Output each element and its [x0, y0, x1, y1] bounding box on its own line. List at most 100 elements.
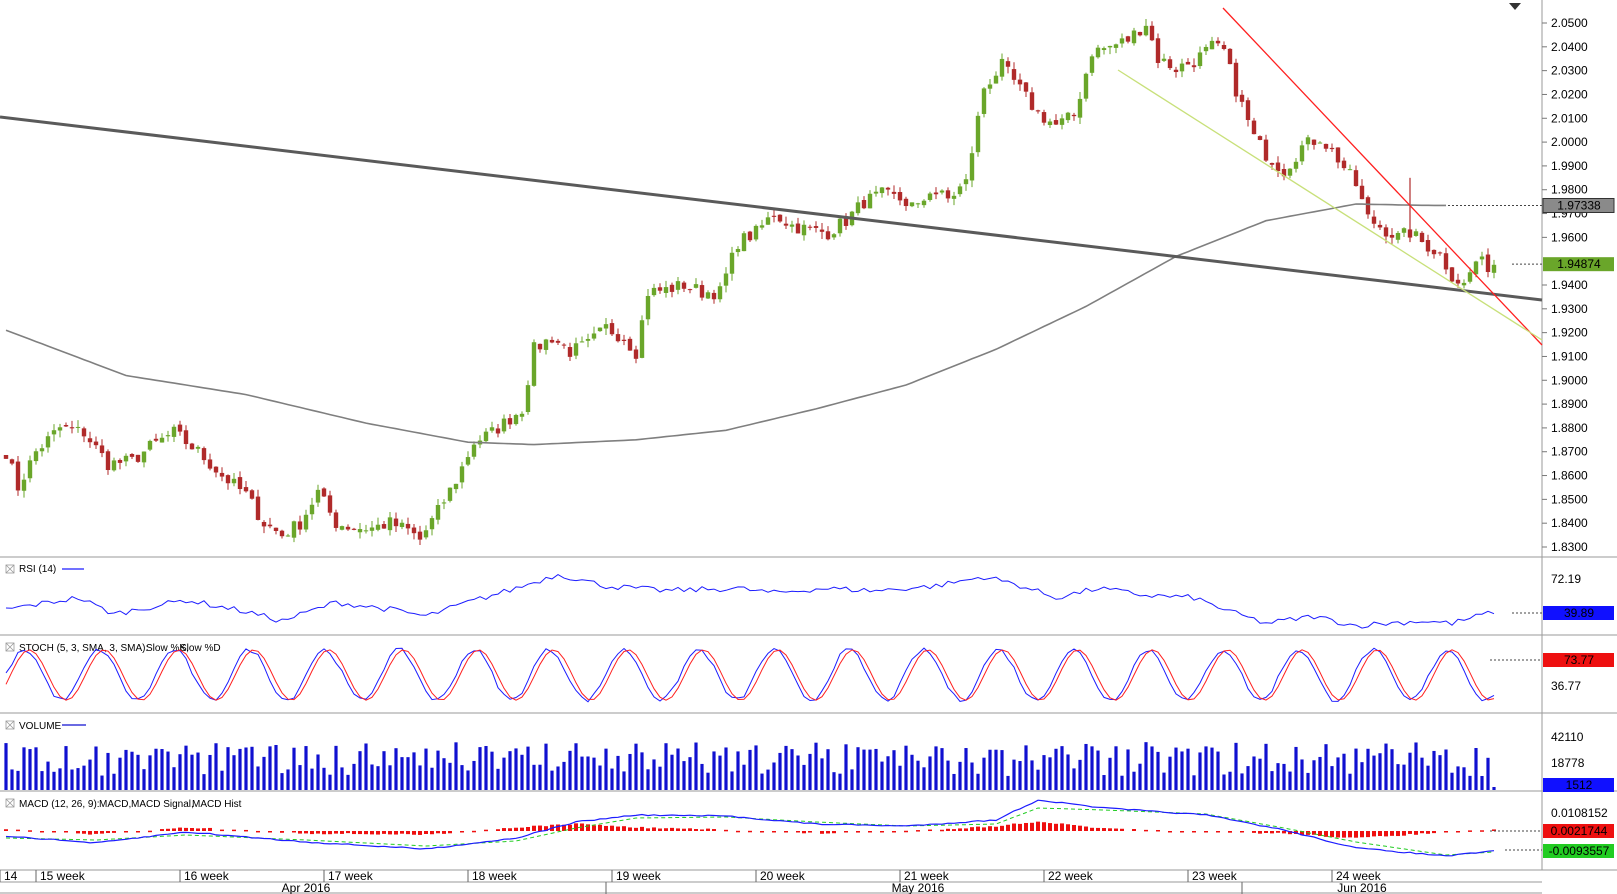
bear-candle	[495, 428, 501, 434]
volume-bar	[982, 757, 986, 790]
macd-hist-bar	[652, 827, 656, 831]
volume-bar	[988, 749, 992, 790]
bear-candle	[69, 427, 75, 429]
bull-candle	[855, 202, 861, 214]
volume-bar	[1078, 759, 1082, 790]
descending-channel-upper-line[interactable]	[1222, 7, 1543, 346]
macd-hist-bar	[598, 824, 602, 831]
bear-candle	[93, 441, 99, 446]
macd-hist-bar	[880, 831, 884, 833]
macd-hist-bar	[616, 826, 620, 831]
bull-candle	[57, 427, 63, 431]
price-tick-label: 1.8300	[1551, 540, 1588, 554]
macd-hist-bar	[676, 828, 680, 831]
macd-hist-bar	[1270, 831, 1274, 834]
macd-hist-bar	[592, 825, 596, 831]
volume-bar	[688, 757, 692, 790]
bear-candle	[1323, 143, 1329, 149]
volume-bar	[1372, 755, 1376, 790]
price-tick-label: 1.9900	[1551, 159, 1588, 173]
volume-bar	[376, 766, 380, 790]
macd-hist-bar	[394, 831, 398, 835]
macd-hist-bar	[376, 831, 380, 835]
volume-bar	[946, 760, 950, 790]
volume-bar	[682, 761, 686, 790]
volume-bar	[1264, 743, 1268, 790]
macd-hist-bar	[1204, 831, 1208, 833]
volume-bar	[628, 753, 632, 790]
macd-hist-bar	[1480, 830, 1484, 832]
chevron-down-icon[interactable]	[1509, 3, 1521, 10]
volume-bar	[28, 749, 32, 790]
bull-candle	[363, 530, 369, 532]
volume-bar	[94, 746, 98, 790]
volume-bar	[340, 767, 344, 790]
macd-hist-bar	[1330, 831, 1334, 838]
macd-hist-bar	[1228, 831, 1232, 833]
volume-bar	[88, 759, 92, 790]
bull-candle	[1179, 63, 1185, 72]
macd-hist-bar	[808, 831, 812, 833]
bear-candle	[261, 521, 267, 527]
bull-candle	[1203, 46, 1209, 52]
volume-panel[interactable]: VOLUME	[4, 720, 1496, 790]
volume-bar	[1174, 747, 1178, 790]
volume-bar	[4, 743, 8, 790]
panel-close-icon[interactable]	[5, 798, 15, 808]
bear-candle	[243, 487, 249, 492]
bull-candle	[1161, 58, 1167, 61]
bear-candle	[1167, 59, 1173, 69]
volume-bar	[322, 767, 326, 790]
macd-hist-bar	[1156, 829, 1160, 832]
bull-candle	[33, 451, 39, 462]
bear-candle	[777, 214, 783, 222]
panel-close-icon[interactable]	[5, 720, 15, 730]
volume-bar	[766, 769, 770, 790]
rsi-panel[interactable]: RSI (14)	[5, 564, 1495, 629]
volume-bar	[70, 769, 74, 790]
bull-candle	[723, 273, 729, 286]
volume-bar	[448, 762, 452, 790]
stoch-panel[interactable]: STOCH (5, 3, SMA, 3, SMA):Slow %K,Slow %…	[5, 642, 1495, 703]
stoch-d-line	[5, 649, 1495, 701]
bear-candle	[1425, 240, 1431, 252]
volume-bar	[190, 754, 194, 790]
macd-hist-bar	[1240, 831, 1244, 833]
volume-bar	[526, 746, 530, 790]
bear-candle	[267, 524, 273, 527]
macd-hist-bar	[1252, 831, 1256, 833]
macd-hist-bar	[706, 828, 710, 831]
volume-bar	[1282, 763, 1286, 790]
stoch-d-label: Slow %D	[180, 643, 221, 654]
volume-bar	[1324, 744, 1328, 790]
panel-close-icon-cross	[5, 564, 15, 574]
price-panel[interactable]	[0, 7, 1543, 546]
macd-panel[interactable]: MACD (12, 26, 9): MACD, MACD Signal,MACD H…	[4, 798, 1496, 857]
stoch-value-tag	[1543, 653, 1614, 667]
volume-value-tag-label: 1512	[1566, 778, 1593, 792]
macd-hist-bar	[4, 829, 8, 831]
panel-close-icon[interactable]	[5, 564, 15, 574]
bear-candle	[795, 223, 801, 234]
macd-hist-bar	[1378, 831, 1382, 837]
macd-hist-bar	[268, 831, 272, 833]
macd-hist-tag	[1543, 824, 1614, 838]
volume-bar	[1180, 751, 1184, 790]
long-term-trendline[interactable]	[0, 115, 1543, 302]
macd-hist-bar	[982, 827, 986, 831]
macd-hist-bar	[232, 829, 236, 832]
stoch-k-label: Slow %K,	[146, 643, 189, 654]
descending-channel-lower-line[interactable]	[1117, 69, 1543, 341]
macd-hist-bar	[28, 830, 32, 832]
panel-close-icon[interactable]	[5, 642, 15, 652]
price-tick-label: 1.8800	[1551, 421, 1588, 435]
bull-candle	[999, 58, 1005, 77]
macd-hist-bar	[1216, 831, 1220, 833]
bull-candle	[315, 489, 321, 503]
bear-candle	[1227, 48, 1233, 65]
volume-bar	[1048, 757, 1052, 790]
bear-candle	[1449, 267, 1455, 282]
week-label: 19 week	[616, 869, 662, 883]
bull-candle	[573, 343, 579, 356]
bull-candle	[141, 451, 147, 463]
